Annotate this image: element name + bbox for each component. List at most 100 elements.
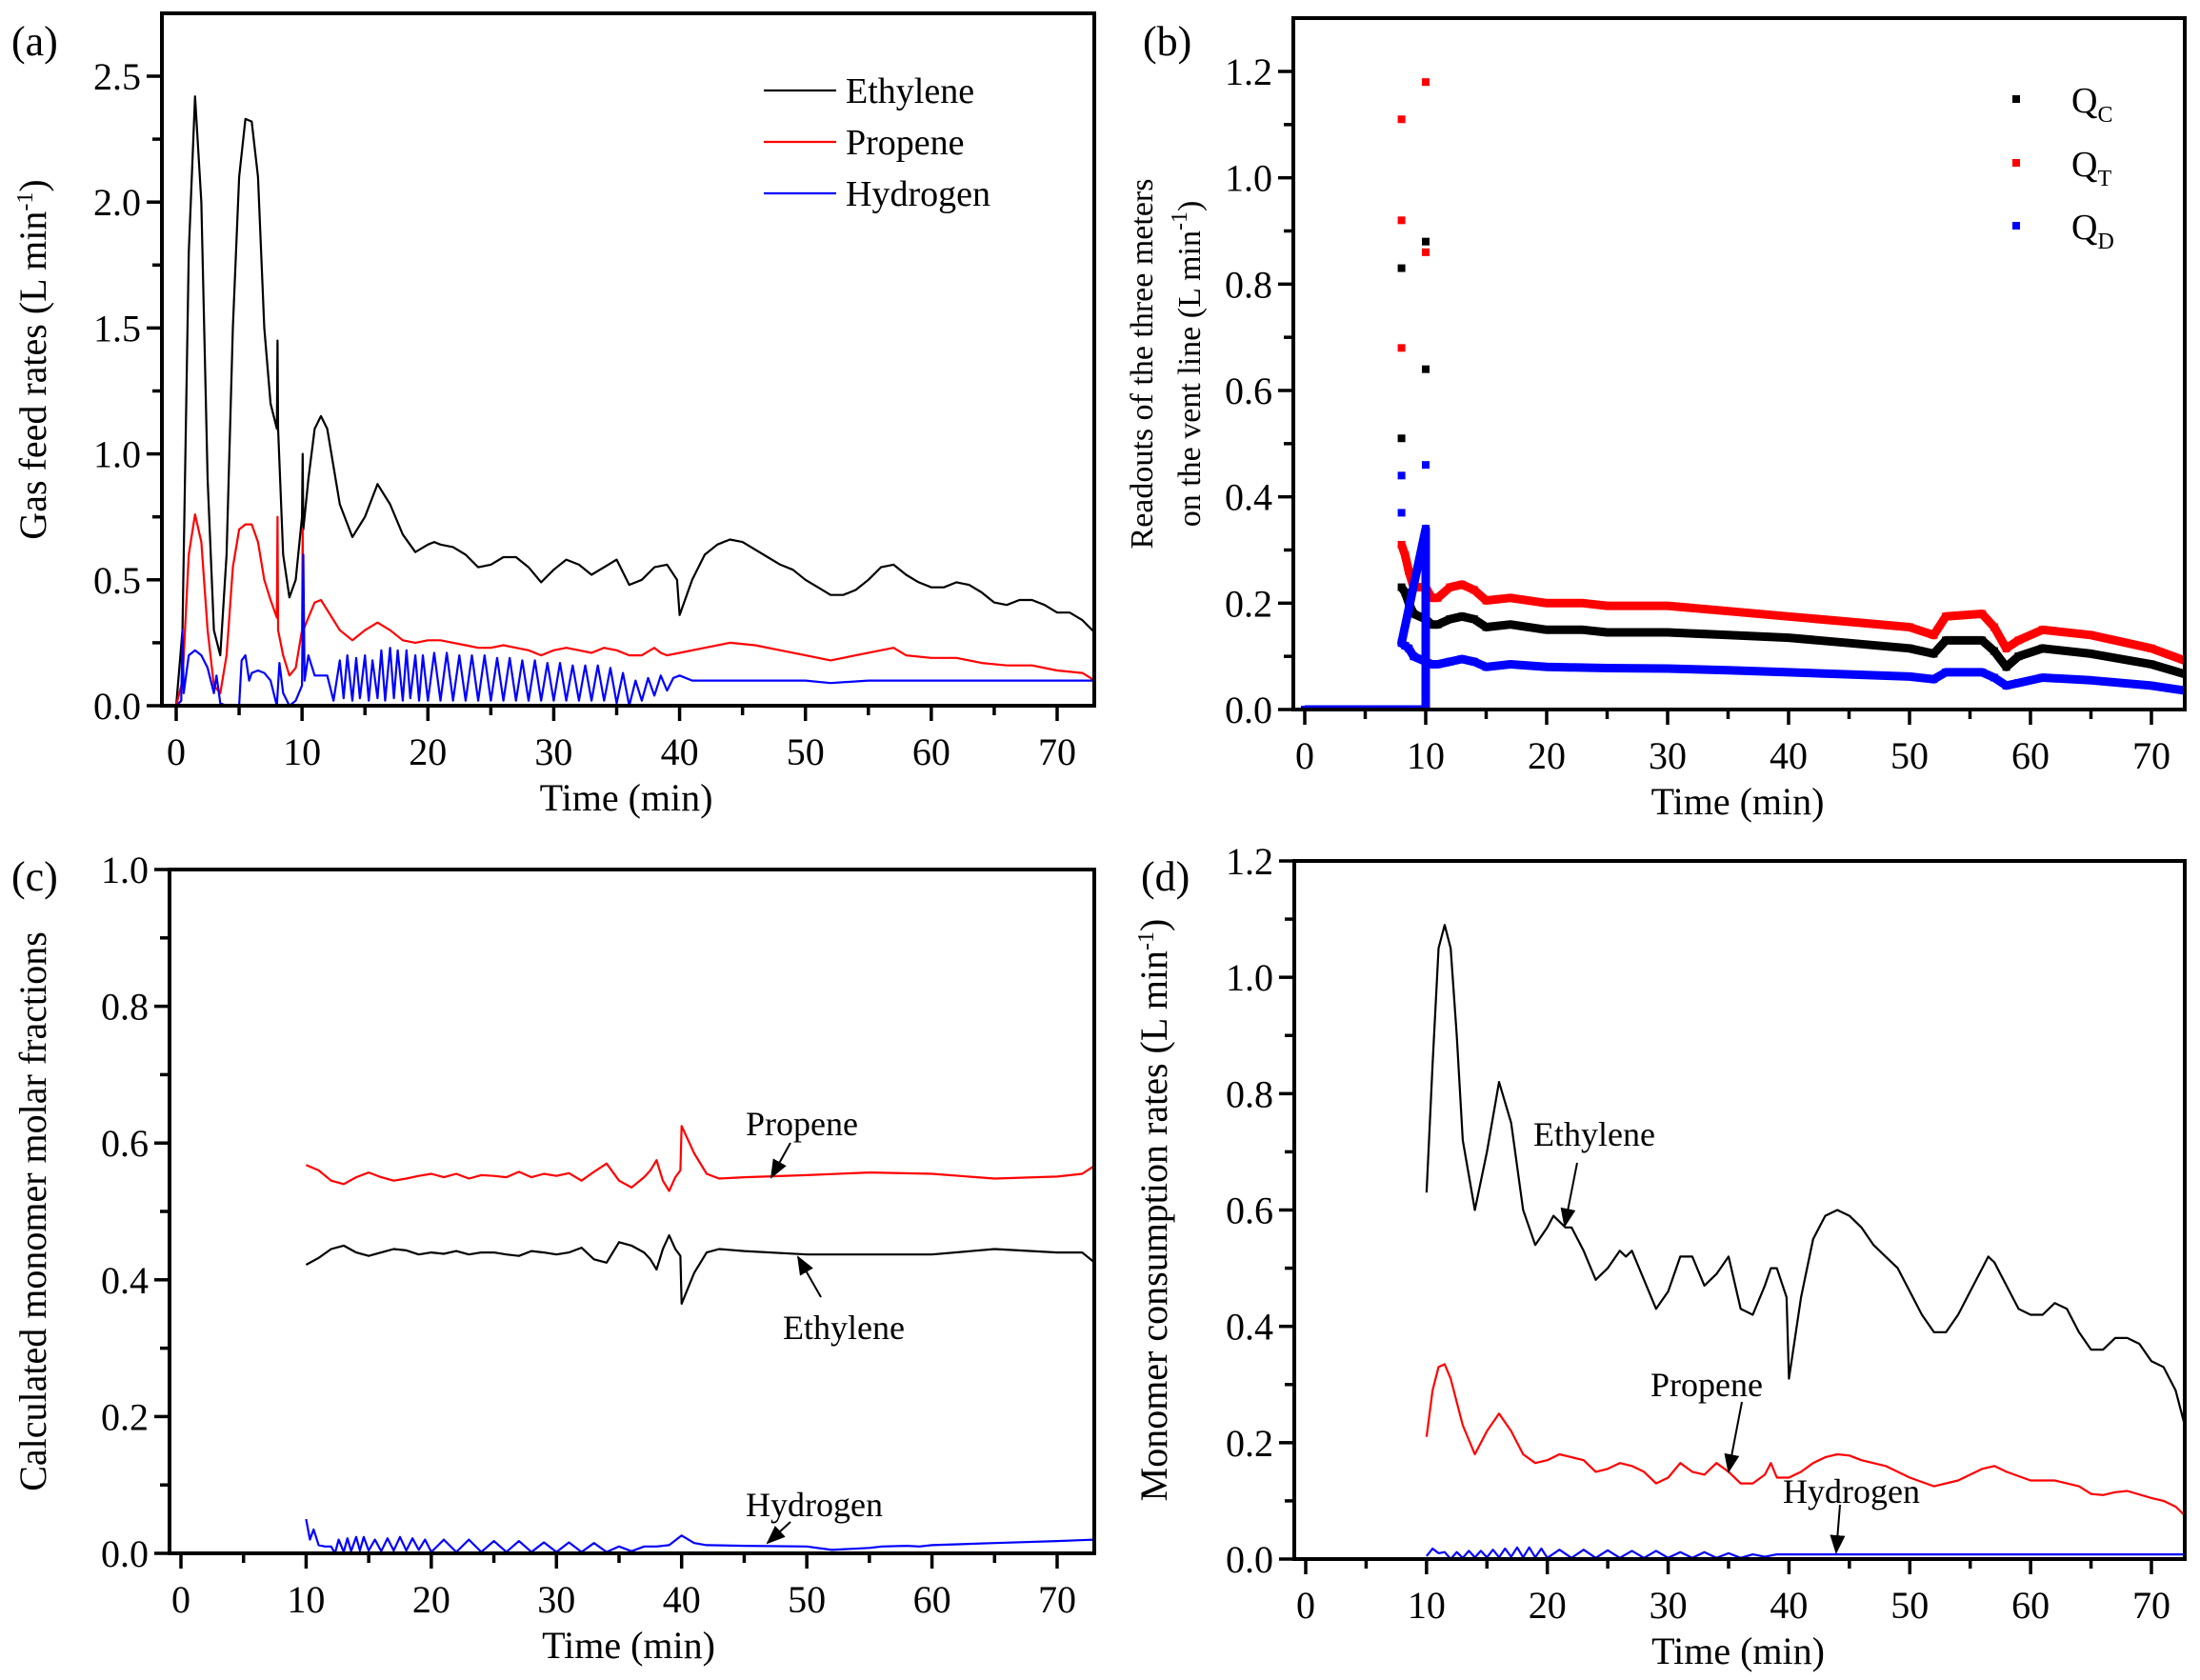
series-ethylene — [1425, 924, 2185, 1430]
legend-label-subscript: D — [2097, 230, 2113, 254]
legend-label: QT — [2071, 145, 2111, 191]
panel-a: 0 10 20 30 40 50 60 70 0.0 0.5 1.0 1.5 2.0 2.5 Time (m… — [11, 11, 1096, 819]
x-tick-label: 0 — [1296, 1584, 1315, 1627]
panel-label: (c) — [11, 853, 58, 900]
y-tick-label: 0.6 — [101, 1122, 149, 1165]
y-axis-title-text: Monomer consumption rates (L min — [1132, 950, 1175, 1501]
x-tick-label: 50 — [1890, 734, 1929, 777]
x-tick-label: 20 — [409, 730, 447, 773]
annotation-arrow — [1560, 1162, 1578, 1228]
legend-marker — [2012, 222, 2020, 230]
x-tick-label: 10 — [283, 730, 321, 773]
x-tick-label: 10 — [287, 1578, 325, 1621]
x-tick-label: 60 — [913, 1578, 951, 1621]
series-qc — [1397, 585, 2185, 679]
data-point-qt — [1422, 248, 1430, 256]
x-tick-label: 40 — [1770, 734, 1808, 777]
legend-label-subscript: C — [2097, 103, 2112, 128]
y-axis-title-superscript: -1 — [1168, 211, 1192, 230]
y-axis-title-close: ) — [11, 179, 54, 191]
y-tick-label: 0.0 — [101, 1532, 149, 1575]
x-tick-label: 30 — [1649, 734, 1687, 777]
y-tick-label: 1.0 — [1225, 157, 1272, 200]
panel-c: 0 10 20 30 40 50 60 70 0.0 0.2 0.4 0.6 0.8 1.0 Time (m… — [11, 849, 1096, 1667]
legend-label: Hydrogen — [846, 174, 990, 214]
y-axis-title-line1: Readouts of the three meters — [1125, 179, 1160, 550]
series-qt — [1397, 543, 2185, 666]
legend-label: QC — [2071, 81, 2112, 128]
y-tick-label: 0.2 — [101, 1395, 149, 1438]
data-point-qd — [1397, 471, 1406, 480]
x-tick-label: 70 — [2132, 1584, 2170, 1627]
y-axis-title: Monomer consumption rates (L min-1) — [1132, 919, 1175, 1502]
x-tick-label: 50 — [788, 1578, 826, 1621]
data-point-qt — [1422, 78, 1430, 87]
legend-marker — [2012, 159, 2020, 167]
y-axis-title-text: Calculated monomer molar fractions — [11, 931, 54, 1491]
data-point-qt — [1397, 344, 1406, 352]
x-tick-label: 20 — [412, 1578, 450, 1621]
panel-d: 0 10 20 30 40 50 60 70 0.0 0.2 0.4 0.6 0.8 1.0 1.2 Time… — [1132, 840, 2187, 1672]
annotation-arrow — [770, 1142, 791, 1179]
data-point-qc — [1397, 434, 1406, 443]
y-tick-label: 0.8 — [1225, 263, 1272, 306]
x-tick-label: 40 — [663, 1578, 701, 1621]
y-axis-title: Gas feed rates (L min-1) — [11, 179, 54, 539]
y-axis-title-superscript: -1 — [1134, 931, 1159, 950]
y-tick-label: 0.2 — [1225, 582, 1272, 625]
y-tick-label: 0.0 — [1226, 1538, 1273, 1581]
y-tick-label: 0.8 — [1226, 1072, 1273, 1115]
x-tick-label: 60 — [2011, 734, 2050, 777]
x-tick-label: 20 — [1528, 734, 1566, 777]
y-tick-label: 0.2 — [1226, 1422, 1273, 1465]
legend-label: Propene — [846, 123, 965, 163]
x-tick-label: 30 — [534, 730, 572, 773]
x-tick-label: 10 — [1407, 734, 1445, 777]
y-tick-label: 0.5 — [93, 559, 141, 602]
series-propene — [305, 1125, 1094, 1192]
y-tick-label: 0.4 — [101, 1259, 149, 1302]
axes-frame — [160, 11, 1096, 708]
y-tick-label: 2.0 — [93, 181, 141, 224]
x-tick-label: 30 — [537, 1578, 575, 1621]
annotation-label: Ethylene — [783, 1309, 905, 1347]
series-ethylene — [174, 95, 1094, 706]
annotation-arrow — [1724, 1401, 1743, 1473]
x-tick-label: 10 — [1408, 1584, 1446, 1627]
series-hydrogen — [305, 1518, 1094, 1553]
y-axis-title-close: ) — [1172, 201, 1208, 211]
series-group — [1301, 78, 2185, 710]
panel-label: (d) — [1141, 853, 1190, 900]
axes-frame — [1291, 16, 2187, 711]
legend-marker — [2012, 95, 2020, 103]
series-group — [305, 1125, 1094, 1553]
data-point-qd — [1397, 509, 1406, 517]
y-tick-label: 1.0 — [101, 849, 149, 891]
series-propene — [174, 513, 1094, 706]
y-axis-title-superscript: -1 — [13, 192, 38, 211]
annotation-label: Hydrogen — [746, 1486, 883, 1524]
series-group — [174, 95, 1094, 706]
series-ethylene — [305, 1234, 1094, 1305]
series-propene — [1425, 1363, 2185, 1517]
x-axis-title: Time (min) — [1651, 1630, 1825, 1672]
x-tick-label: 70 — [1038, 1578, 1076, 1621]
y-axis-title-close: ) — [1132, 919, 1175, 931]
legend: Ethylene Propene Hydrogen — [764, 71, 990, 214]
data-point-qc — [1397, 583, 1406, 591]
x-tick-label: 20 — [1529, 1584, 1567, 1627]
data-point-qc — [1422, 365, 1430, 373]
data-point-qt — [1397, 115, 1406, 124]
y-tick-label: 0.4 — [1225, 476, 1272, 519]
y-tick-label: 0.6 — [1226, 1190, 1273, 1232]
y-tick-label: 1.5 — [93, 307, 141, 350]
x-axis-title: Time (min) — [540, 776, 713, 819]
series-group — [1425, 924, 2185, 1559]
annotation-label: Hydrogen — [1783, 1472, 1920, 1510]
legend-label: QD — [2071, 208, 2114, 254]
y-tick-label: 0.8 — [101, 986, 149, 1029]
x-tick-label: 30 — [1650, 1584, 1688, 1627]
y-axis-title-text: Gas feed rates (L min — [11, 211, 54, 540]
annotation-label: Ethylene — [1533, 1115, 1655, 1153]
y-tick-label: 0.0 — [93, 685, 141, 728]
